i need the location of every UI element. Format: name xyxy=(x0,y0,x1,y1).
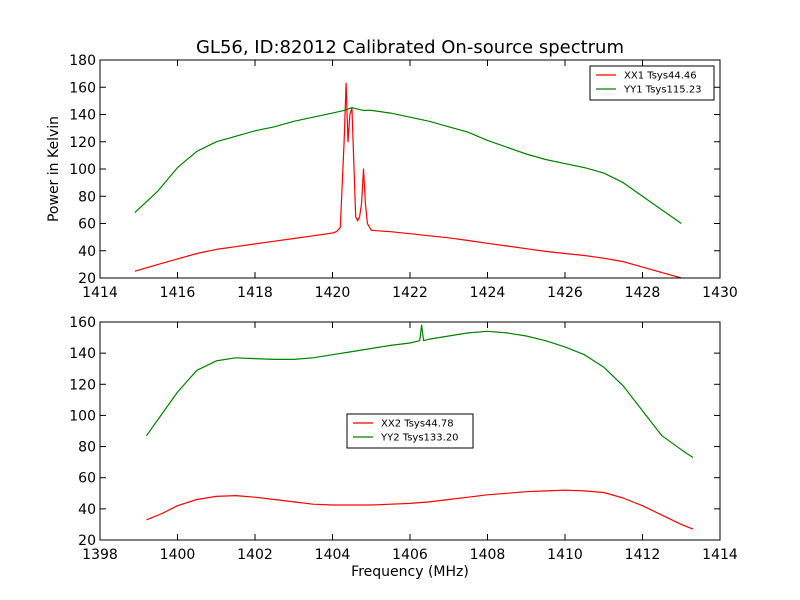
panel-0-series-1-line xyxy=(134,107,682,224)
panel-0-ytick-label: 80 xyxy=(78,189,96,205)
panel-1-xtick-label: 1410 xyxy=(547,547,583,563)
panel-0-xtick-label: 1418 xyxy=(237,285,273,301)
panel-1-xtick-label: 1406 xyxy=(392,547,428,563)
panel-0-ytick-label: 60 xyxy=(78,217,96,233)
panel-0-xtick-label: 1424 xyxy=(470,285,506,301)
panel-0-ytick-label: 180 xyxy=(69,53,96,69)
panel-1-xtick-label: 1400 xyxy=(160,547,196,563)
panel-0-series-0-line xyxy=(134,82,682,278)
panel-1-xtick-label: 1414 xyxy=(702,547,738,563)
panel-1-ytick-label: 40 xyxy=(78,502,96,518)
panel-0-legend-label-0: XX1 Tsys44.46 xyxy=(624,71,697,82)
top-panel: 1414 1416 1418 1420 1422 1424 1426 1428 1430 20 40… xyxy=(69,53,738,301)
panel-1-ytick-label: 120 xyxy=(69,377,96,393)
panel-1-xtick-label: 1402 xyxy=(237,547,273,563)
panel-0-legend: XX1 Tsys44.46 YY1 Tsys115.23 xyxy=(589,65,715,101)
panel-1-xtick-label: 1408 xyxy=(470,547,506,563)
chart-title: GL56, ID:82012 Calibrated On-source spec… xyxy=(196,37,624,58)
panel-1-ytick-label: 20 xyxy=(78,533,96,549)
panel-0-ytick-label: 100 xyxy=(69,162,96,178)
panel-1-legend-label-1: YY2 Tsys133.20 xyxy=(380,433,459,444)
panel-0-legend-box xyxy=(589,65,715,101)
panel-1-xtick-label: 1398 xyxy=(82,547,118,563)
panel-1-series-0-line xyxy=(146,489,694,530)
panel-1-ytick-label: 160 xyxy=(69,315,96,331)
panel-1-legend: XX2 Tsys44.78 YY2 Tsys133.20 xyxy=(346,413,474,449)
panel-0-ytick-label: 20 xyxy=(78,271,96,287)
panel-0-xtick-label: 1426 xyxy=(547,285,583,301)
panel-0-xtick-label: 1414 xyxy=(82,285,118,301)
panel-0-ytick-label: 40 xyxy=(78,244,96,260)
panel-1-xtick-label: 1404 xyxy=(315,547,351,563)
panel-1-legend-label-0: XX2 Tsys44.78 xyxy=(381,419,454,430)
panel-1-ytick-label: 60 xyxy=(78,471,96,487)
panel-1-legend-box xyxy=(346,413,474,449)
panel-1-series-group xyxy=(146,324,694,530)
panel-0-xtick-label: 1428 xyxy=(625,285,661,301)
panel-0-xtick-label: 1416 xyxy=(160,285,196,301)
panel-0-ytick-label: 140 xyxy=(69,108,96,124)
panel-0-ytick-label: 160 xyxy=(69,80,96,96)
panel-0-xtick-label: 1422 xyxy=(392,285,428,301)
panel-1-ytick-label: 140 xyxy=(69,346,96,362)
panel-0-xtick-label: 1430 xyxy=(702,285,738,301)
panel-0-legend-label-1: YY1 Tsys115.23 xyxy=(623,85,702,96)
panel-0-ytick-label: 120 xyxy=(69,135,96,151)
bottom-x-axis-label: Frequency (MHz) xyxy=(351,564,469,580)
bottom-panel: 1398 1400 1402 1404 1406 1408 1410 1412 1414 20 40… xyxy=(69,315,738,563)
panel-0-series-group xyxy=(134,82,682,278)
panel-1-ytick-label: 100 xyxy=(69,408,96,424)
panel-1-xtick-label: 1412 xyxy=(625,547,661,563)
panel-1-series-1-line xyxy=(146,324,694,458)
panel-1-ytick-label: 80 xyxy=(78,440,96,456)
panel-0-xtick-label: 1420 xyxy=(315,285,351,301)
top-y-axis-label: Power in Kelvin xyxy=(46,116,62,222)
